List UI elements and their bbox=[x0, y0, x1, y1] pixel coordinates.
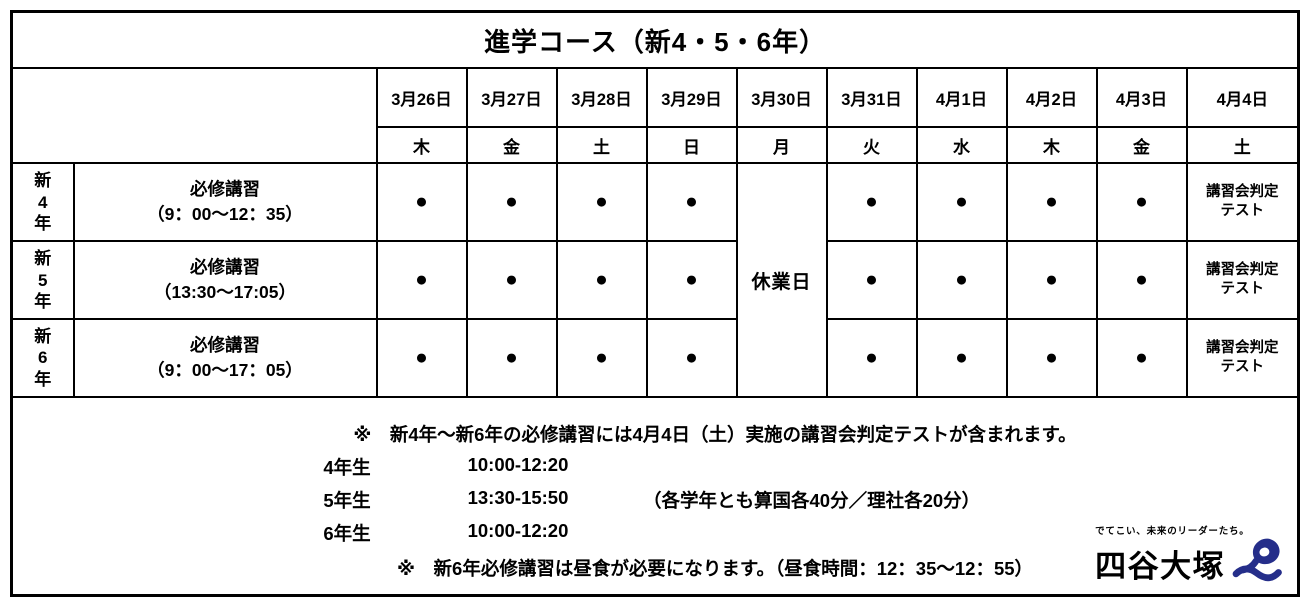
yotsuya-otsuka-mark-icon bbox=[1232, 538, 1282, 582]
course-label: 必修講習 （9：00～17：05） bbox=[72, 318, 378, 399]
weekday-header: 日 bbox=[645, 125, 738, 165]
weekday-header: 木 bbox=[1005, 125, 1098, 165]
course-label: 必修講習 （13:30～17:05） bbox=[72, 240, 378, 321]
session-dot: ● bbox=[1095, 162, 1188, 243]
weekday-header: 火 bbox=[825, 125, 918, 165]
weekday-header: 木 bbox=[375, 125, 468, 165]
session-dot: ● bbox=[555, 318, 648, 399]
date-header: 3月27日 bbox=[465, 67, 558, 128]
date-header: 4月4日 bbox=[1185, 67, 1300, 128]
session-dot: ● bbox=[825, 318, 918, 399]
notes-row: ※ 新4年～新6年の必修講習には4月4日（土）実施の講習会判定テストが含まれます… bbox=[10, 396, 1300, 597]
test-time-grade-label: 4年生 bbox=[323, 457, 371, 479]
title-row: 進学コース（新4・5・6年） bbox=[10, 10, 1300, 70]
date-header: 3月29日 bbox=[645, 67, 738, 128]
test-time-grade-label: 5年生 bbox=[323, 490, 371, 512]
test-time-value: 13:30-15:50 bbox=[467, 487, 569, 509]
test-time-grade-label: 6年生 bbox=[323, 523, 371, 545]
session-dot: ● bbox=[1005, 240, 1098, 321]
weekday-header: 金 bbox=[465, 125, 558, 165]
session-dot: ● bbox=[915, 162, 1008, 243]
yotsuya-otsuka-logo: でてこい、未来のリーダーたち。 四谷大塚 bbox=[1095, 523, 1283, 582]
session-dot: ● bbox=[465, 162, 558, 243]
session-dot: ● bbox=[915, 240, 1008, 321]
date-header: 4月2日 bbox=[1005, 67, 1098, 128]
date-header: 4月3日 bbox=[1095, 67, 1188, 128]
session-dot: ● bbox=[1005, 318, 1098, 399]
session-dot: ● bbox=[825, 162, 918, 243]
session-dot: ● bbox=[465, 318, 558, 399]
logo-name: 四谷大塚 bbox=[1095, 549, 1226, 584]
grade-label: 新 4 年 bbox=[10, 162, 75, 243]
test-time-grade6: 6年生 10:00-12:20 bbox=[301, 520, 1297, 546]
course-label: 必修講習 （9：00～12：35） bbox=[72, 162, 378, 243]
date-header: 3月26日 bbox=[375, 67, 468, 128]
grade-label: 新 5 年 bbox=[10, 240, 75, 321]
grade-label: 新 6 年 bbox=[10, 318, 75, 399]
notes-area: ※ 新4年～新6年の必修講習には4月4日（土）実施の講習会判定テストが含まれます… bbox=[10, 396, 1300, 597]
weekday-header-row: 木 金 土 日 月 火 水 木 金 土 bbox=[12, 125, 1300, 165]
judgement-test-cell: 講習会判定 テスト bbox=[1185, 162, 1300, 243]
schedule-table: 進学コース（新4・5・6年） 3月26日 3月27日 3月28日 3月29日 3… bbox=[10, 10, 1301, 597]
session-dot: ● bbox=[1095, 240, 1188, 321]
weekday-header: 土 bbox=[1185, 125, 1300, 165]
note-judgement-test: ※ 新4年～新6年の必修講習には4月4日（土）実施の講習会判定テストが含まれます… bbox=[353, 424, 1077, 446]
test-time-grade4: 4年生 10:00-12:20 bbox=[301, 454, 1297, 480]
test-time-extra: （各学年とも算国各40分／理社各20分） bbox=[643, 490, 981, 512]
page-title: 進学コース（新4・5・6年） bbox=[10, 10, 1300, 70]
weekday-header: 金 bbox=[1095, 125, 1188, 165]
test-time-grade5: 5年生 13:30-15:50 （各学年とも算国各40分／理社各20分） bbox=[301, 487, 1297, 513]
session-dot: ● bbox=[645, 240, 738, 321]
weekday-header: 水 bbox=[915, 125, 1008, 165]
judgement-test-cell: 講習会判定 テスト bbox=[1185, 240, 1300, 321]
session-dot: ● bbox=[555, 162, 648, 243]
session-dot: ● bbox=[555, 240, 648, 321]
session-dot: ● bbox=[375, 318, 468, 399]
test-time-value: 10:00-12:20 bbox=[467, 454, 569, 476]
schedule-row-grade4: 新 4 年 必修講習 （9：00～12：35） ● ● ● ● 休業日 ● ● … bbox=[10, 162, 1300, 399]
session-dot: ● bbox=[1005, 162, 1098, 243]
note-lunch: ※ 新6年必修講習は昼食が必要になります。（昼食時間：12：35～12：55） bbox=[397, 558, 1034, 580]
date-header: 3月28日 bbox=[555, 67, 648, 128]
session-dot: ● bbox=[465, 240, 558, 321]
date-header: 4月1日 bbox=[915, 67, 1008, 128]
judgement-test-cell: 講習会判定 テスト bbox=[1185, 318, 1300, 399]
schedule-row-grade5: 新 5 年 必修講習 （13:30～17:05） ● ● ● ● ● ● ● ●… bbox=[10, 240, 1300, 321]
corner-cell bbox=[10, 67, 378, 165]
date-header-row: 3月26日 3月27日 3月28日 3月29日 3月30日 3月31日 4月1日… bbox=[10, 67, 1300, 165]
session-dot: ● bbox=[375, 240, 468, 321]
session-dot: ● bbox=[915, 318, 1008, 399]
session-dot: ● bbox=[645, 162, 738, 243]
logo-tagline: でてこい、未来のリーダーたち。 bbox=[1095, 526, 1250, 537]
session-dot: ● bbox=[375, 162, 468, 243]
session-dot: ● bbox=[825, 240, 918, 321]
session-dot: ● bbox=[645, 318, 738, 399]
weekday-header: 土 bbox=[555, 125, 648, 165]
session-dot: ● bbox=[1095, 318, 1188, 399]
schedule-row-grade6: 新 6 年 必修講習 （9：00～17：05） ● ● ● ● ● ● ● ● … bbox=[10, 318, 1300, 399]
test-time-value: 10:00-12:20 bbox=[467, 520, 569, 542]
closed-day-cell: 休業日 bbox=[735, 162, 828, 399]
weekday-header: 月 bbox=[735, 125, 828, 165]
date-header: 3月31日 bbox=[825, 67, 918, 128]
date-header: 3月30日 bbox=[735, 67, 828, 128]
